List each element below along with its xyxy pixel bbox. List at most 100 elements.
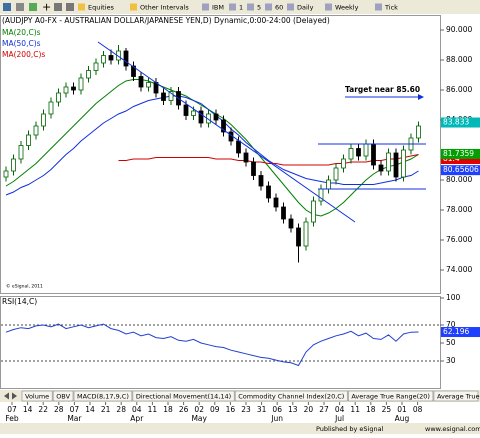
toolbar-icon[interactable] — [265, 3, 272, 11]
candle-body — [86, 70, 91, 79]
x-tick-label: 04 — [132, 405, 142, 414]
toolbar-item[interactable]: 1 — [239, 4, 243, 12]
toolbar-item[interactable]: IBM — [212, 4, 224, 12]
toolbar-icon[interactable] — [375, 3, 382, 11]
trend-line — [97, 41, 356, 223]
icon[interactable]: + — [42, 1, 51, 14]
candle-body — [288, 218, 294, 229]
candle-body — [348, 148, 354, 160]
candle-body — [401, 149, 406, 178]
toolbar-item[interactable]: 60 — [275, 4, 283, 12]
candle-body — [416, 125, 421, 139]
candle-body — [191, 110, 196, 116]
x-month-label: Mar — [67, 414, 82, 423]
icon[interactable] — [16, 3, 24, 11]
candle-body — [213, 113, 219, 121]
toolbar-icon[interactable] — [229, 3, 236, 11]
toolbar-icon[interactable] — [287, 3, 294, 11]
icon[interactable] — [54, 3, 62, 11]
candle-body — [333, 167, 339, 181]
tab-label[interactable]: OBV — [56, 393, 70, 401]
x-tick-label: 16 — [226, 405, 236, 414]
tab[interactable] — [348, 390, 434, 402]
tab-label[interactable]: Average True Ra — [437, 393, 480, 401]
tab[interactable] — [21, 390, 53, 402]
toolbar-items: Equities Other Intervals IBM 1 5 60 Daily Weekl… — [78, 3, 398, 12]
toolbar-item[interactable]: Daily — [297, 4, 314, 12]
candle-body — [356, 148, 361, 157]
candle-body — [138, 76, 144, 88]
price-tag-label: 81.7359 — [443, 149, 474, 158]
x-tick-label: 14 — [23, 405, 33, 414]
tab-label[interactable]: Directional Movement(14,14) — [136, 393, 231, 401]
watermark: © eSignal, 2011 — [6, 283, 43, 290]
tab-label[interactable]: MACD(8,17,9,C) — [77, 393, 129, 401]
candle-body — [183, 104, 189, 116]
tab[interactable] — [73, 390, 133, 402]
candle-body — [386, 152, 391, 172]
toolbar-icon[interactable] — [78, 3, 85, 11]
x-tick-label: 27 — [319, 405, 329, 414]
toolbar-item[interactable]: Tick — [384, 4, 398, 12]
candle-body — [251, 161, 256, 176]
tab[interactable] — [234, 390, 348, 402]
x-tick-label: 04 — [335, 405, 345, 414]
x-tick-label: 28 — [54, 405, 64, 414]
x-tick-label: 28 — [116, 405, 126, 414]
x-month-label: Apr — [130, 414, 144, 423]
candle-body — [63, 86, 69, 94]
line-series — [5, 323, 419, 367]
x-tick-label: 25 — [382, 405, 392, 414]
price-tag — [441, 148, 480, 159]
tab[interactable] — [52, 390, 74, 402]
candle-body — [41, 113, 46, 127]
icon[interactable] — [29, 3, 37, 11]
x-tick-label: 18 — [366, 405, 376, 414]
tab-scroll[interactable] — [12, 392, 17, 400]
toolbar-item[interactable]: 5 — [257, 4, 261, 12]
footer-bar — [0, 423, 480, 434]
x-tick-label: 18 — [163, 405, 173, 414]
tab-label[interactable]: Average True Range(20) — [351, 393, 430, 401]
tab-label[interactable]: Commodity Channel Index(20,C) — [238, 393, 344, 401]
x-month-label: Jul — [334, 414, 344, 423]
x-tick-label: 20 — [304, 405, 314, 414]
y-tick-label: 78.000 — [446, 205, 472, 214]
candle-body — [273, 197, 279, 208]
x-tick-label: 31 — [257, 405, 267, 414]
tab-label[interactable]: Volume — [25, 393, 49, 401]
candle-body — [146, 82, 151, 88]
tabs: Volume OBV MACD(8,17,9,C) Directional Movem… — [4, 390, 480, 402]
x-tick-label: 11 — [350, 405, 360, 414]
toolbar-icon[interactable] — [130, 3, 137, 11]
x-month-label: Feb — [5, 414, 19, 423]
legend-entry: MA(50,C)s — [2, 39, 41, 48]
candle-body — [198, 110, 204, 124]
icon[interactable] — [3, 3, 11, 11]
x-tick-label: 14 — [85, 405, 95, 414]
line-series — [5, 95, 419, 196]
tab-scroll[interactable] — [4, 392, 9, 400]
toolbar-icon[interactable] — [247, 3, 254, 11]
toolbar-item[interactable]: Other Intervals — [140, 4, 189, 12]
rsi-chart: 100 70 50 30 62.196 — [1, 293, 480, 367]
toolbar-icon[interactable] — [202, 3, 209, 11]
price-tag-label: 80.65606 — [443, 165, 479, 174]
toolbar-icon[interactable] — [325, 3, 332, 11]
tab[interactable] — [433, 390, 479, 402]
candle-body — [243, 152, 249, 163]
y-tick-label: 74.000 — [446, 265, 472, 274]
candle-body — [296, 227, 301, 247]
candle-body — [371, 143, 376, 166]
toolbar-item[interactable]: Weekly — [335, 4, 359, 12]
candle-body — [101, 55, 106, 64]
price-tag — [441, 154, 480, 164]
x-tick-label: 06 — [272, 405, 282, 414]
tab[interactable] — [132, 390, 235, 402]
icon[interactable] — [66, 3, 74, 11]
candle-body — [326, 179, 331, 190]
toolbar-item[interactable]: Equities — [88, 4, 115, 12]
y-tick-label: 90.000 — [446, 25, 472, 34]
